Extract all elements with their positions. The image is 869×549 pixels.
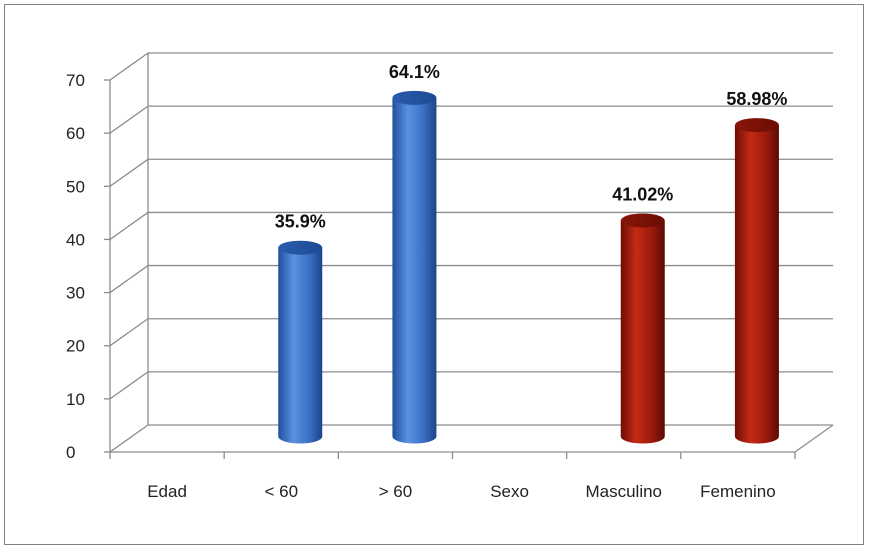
- gridline: [109, 264, 833, 294]
- y-tick-label: 30: [66, 284, 85, 303]
- bar-cap: [734, 118, 779, 133]
- data-labels: 35.9% 64.1% 41.02% 58.98%: [275, 62, 788, 232]
- gridline: [109, 158, 833, 187]
- x-category-label: > 60: [379, 482, 413, 501]
- bar: [278, 240, 323, 444]
- bar-body: [734, 125, 779, 444]
- x-category-label: Masculino: [585, 482, 662, 501]
- y-tick-label: 0: [66, 443, 75, 462]
- grid-layer: [104, 52, 834, 459]
- bar-cap: [392, 90, 437, 105]
- data-label: 64.1%: [389, 62, 440, 82]
- x-axis: Edad < 60 > 60 Sexo Masculino Femenino: [147, 482, 775, 501]
- y-tick-label: 70: [66, 71, 85, 90]
- bar: [392, 90, 437, 444]
- bars: [278, 90, 779, 444]
- gridline: [109, 371, 833, 400]
- gridline: [109, 211, 833, 240]
- x-category-label: Sexo: [490, 482, 529, 501]
- x-category-label: < 60: [264, 482, 298, 501]
- gridline: [109, 318, 833, 347]
- gridline: [109, 424, 833, 453]
- x-category-label: Femenino: [700, 482, 776, 501]
- bar-cap: [278, 240, 323, 255]
- y-tick-label: 50: [66, 177, 85, 196]
- bar-body: [392, 97, 437, 444]
- y-tick-label: 20: [66, 337, 85, 356]
- data-label: 58.98%: [726, 89, 787, 109]
- bar: [734, 118, 779, 444]
- y-tick-label: 40: [66, 230, 85, 249]
- bar-body: [278, 247, 323, 444]
- data-label: 41.02%: [612, 185, 673, 205]
- x-category-label: Edad: [147, 482, 187, 501]
- bar: [620, 213, 665, 444]
- y-tick-label: 60: [66, 124, 85, 143]
- data-label: 35.9%: [275, 212, 326, 232]
- bar-body: [620, 220, 665, 444]
- bar-cap: [620, 213, 665, 228]
- gridline: [109, 52, 833, 81]
- floor-edge: [110, 424, 834, 453]
- y-axis: 0 10 20 30 40 50 60 70: [66, 71, 85, 462]
- gridline: [109, 105, 833, 134]
- y-tick-label: 10: [66, 390, 85, 409]
